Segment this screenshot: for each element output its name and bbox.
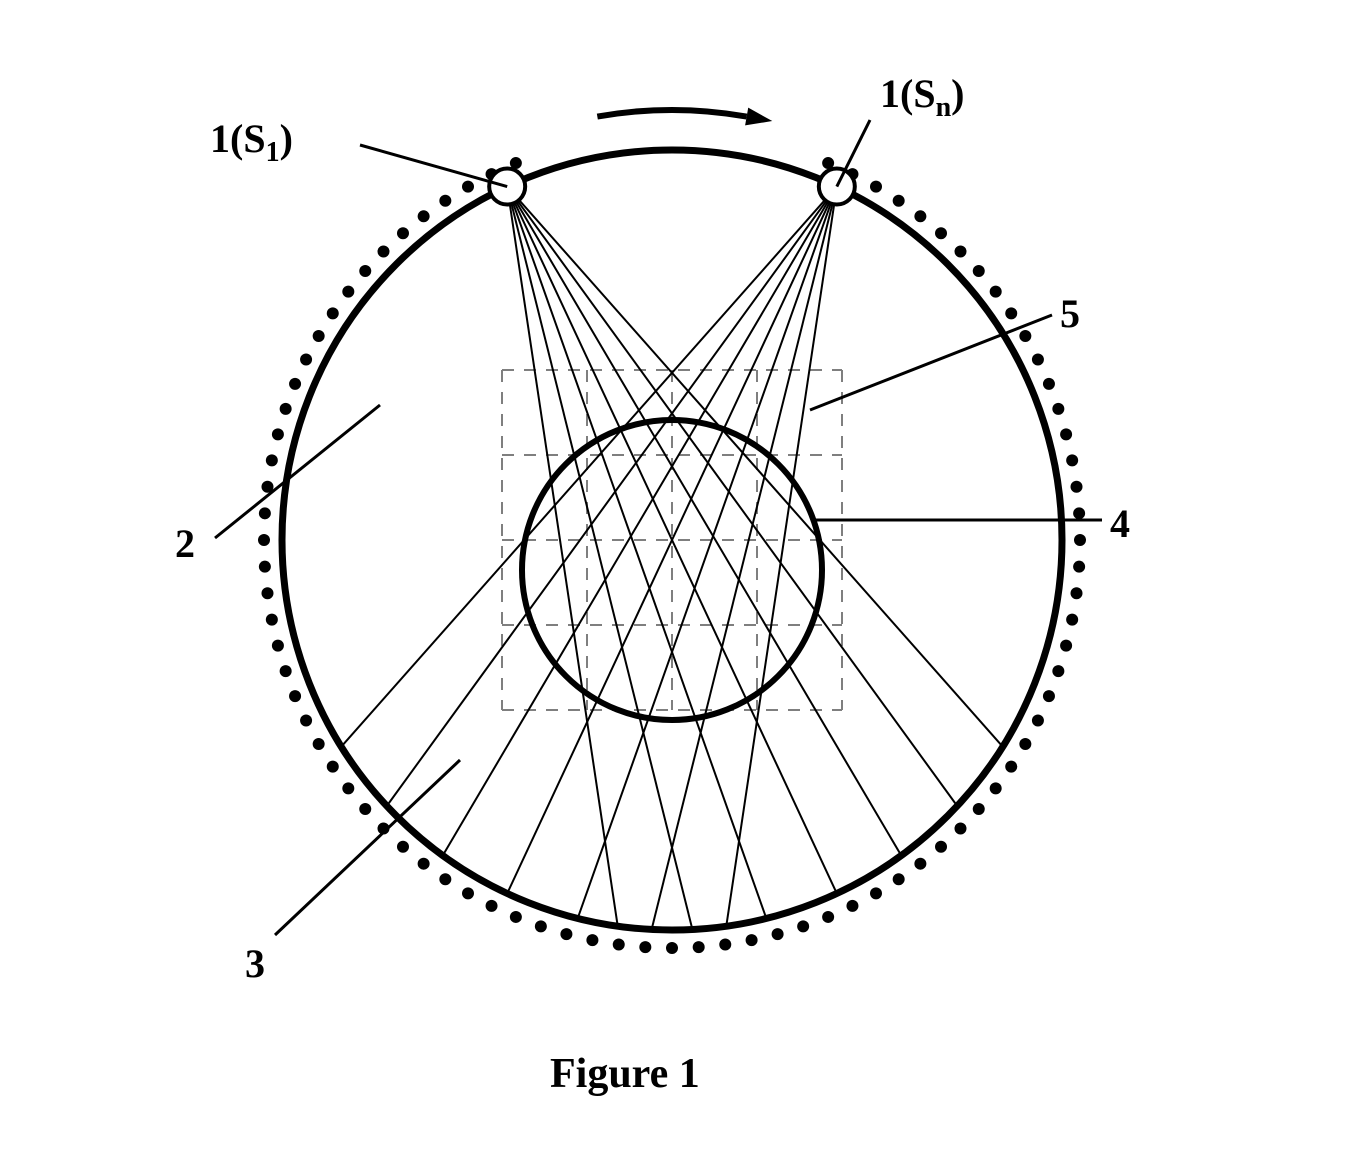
detector-dot — [258, 534, 270, 546]
detector-dot — [397, 841, 409, 853]
detector-dot — [586, 934, 598, 946]
detector-dot — [954, 246, 966, 258]
leader-line — [360, 145, 507, 187]
detector-dot — [462, 887, 474, 899]
detector-dot — [359, 803, 371, 815]
detector-dot — [1043, 378, 1055, 390]
detector-dot — [1032, 714, 1044, 726]
detector-dot — [313, 330, 325, 342]
label-l_1sn: 1(Sn) — [880, 70, 964, 124]
diagram-svg — [0, 0, 1345, 1170]
detector-dot — [266, 454, 278, 466]
detector-dot — [535, 920, 547, 932]
detector-dot — [797, 920, 809, 932]
detector-dot — [259, 561, 271, 573]
detector-dot — [1074, 534, 1086, 546]
rays-group — [341, 187, 1002, 930]
detector-dot — [300, 714, 312, 726]
detector-dot — [272, 428, 284, 440]
detector-dot — [418, 210, 430, 222]
rotation-arrow-arc — [597, 110, 746, 117]
detector-dot — [280, 665, 292, 677]
detector-dot — [693, 941, 705, 953]
detector-dot — [1052, 403, 1064, 415]
detector-dot — [397, 227, 409, 239]
detector-dot — [1032, 354, 1044, 366]
detector-dot — [1073, 561, 1085, 573]
detector-dot — [1005, 307, 1017, 319]
detector-dot — [846, 900, 858, 912]
detector-dot — [893, 195, 905, 207]
label-l_5: 5 — [1060, 290, 1080, 337]
detector-dot — [418, 858, 430, 870]
detector-dot — [439, 873, 451, 885]
label-l_4: 4 — [1110, 500, 1130, 547]
detector-dot — [666, 942, 678, 954]
detector-dot — [1060, 428, 1072, 440]
detector-dot — [1066, 454, 1078, 466]
detector-dot — [510, 911, 522, 923]
ray-line — [443, 187, 837, 856]
detector-dot — [1073, 507, 1085, 519]
ray-line — [507, 187, 1003, 747]
detector-dot — [560, 928, 572, 940]
detector-dot — [289, 378, 301, 390]
detector-dot — [266, 614, 278, 626]
label-l_1s1: 1(S1) — [210, 115, 293, 169]
detector-dot — [914, 858, 926, 870]
detector-dot — [914, 210, 926, 222]
detector-dot — [870, 181, 882, 193]
detector-dot — [439, 195, 451, 207]
label-l_2: 2 — [175, 520, 195, 567]
detector-dot — [935, 841, 947, 853]
detector-dot — [342, 286, 354, 298]
detector-dot — [1005, 761, 1017, 773]
detector-dot — [1071, 481, 1083, 493]
detector-dot — [1019, 330, 1031, 342]
rotation-arrow-group — [597, 108, 772, 126]
detector-dot — [300, 354, 312, 366]
leaders-group — [215, 120, 1102, 935]
detector-dot — [1071, 587, 1083, 599]
detector-dot — [313, 738, 325, 750]
detector-dot — [639, 941, 651, 953]
detector-dot — [1052, 665, 1064, 677]
detector-dot — [261, 587, 273, 599]
detector-dot — [954, 822, 966, 834]
ray-line — [387, 187, 837, 806]
detector-dot — [327, 307, 339, 319]
rotation-arrow-head — [745, 108, 772, 126]
detector-dot — [719, 939, 731, 951]
detector-dot — [462, 181, 474, 193]
detector-dot — [327, 761, 339, 773]
detector-dot — [935, 227, 947, 239]
detector-dot — [280, 403, 292, 415]
detector-dot — [1043, 690, 1055, 702]
detector-dot — [1019, 738, 1031, 750]
detector-dot — [342, 782, 354, 794]
detector-dot — [870, 887, 882, 899]
detector-dot — [272, 640, 284, 652]
detector-dot — [973, 265, 985, 277]
detector-dot — [822, 911, 834, 923]
detector-dot — [893, 873, 905, 885]
detector-dot — [259, 507, 271, 519]
detector-dot — [1066, 614, 1078, 626]
detector-dot — [613, 939, 625, 951]
detector-dot — [990, 782, 1002, 794]
detector-dot — [990, 286, 1002, 298]
ray-line — [341, 187, 837, 747]
label-l_3: 3 — [245, 940, 265, 987]
detector-dot — [378, 246, 390, 258]
ray-line — [507, 187, 957, 806]
detector-dot — [772, 928, 784, 940]
detector-dot — [746, 934, 758, 946]
detector-dot — [359, 265, 371, 277]
detector-dot — [1060, 640, 1072, 652]
detector-dot — [973, 803, 985, 815]
figure-caption: Figure 1 — [550, 1050, 700, 1098]
detector-dot — [486, 900, 498, 912]
detector-dot — [289, 690, 301, 702]
